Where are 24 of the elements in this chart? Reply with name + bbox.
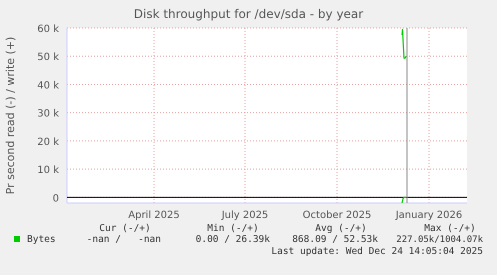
text: Max (-/+) [424,223,476,234]
text: 227.05k/1004.07k [396,235,484,245]
text: 0.00 / 26.39k [196,234,270,245]
text: -nan / -nan [86,234,161,245]
y-tick-label: 0 [52,193,59,204]
text: Cur (-/+) [99,223,151,234]
x-tick-label: April 2025 [128,210,180,221]
y-tick-label: 20 k [37,136,60,148]
text: Avg (-/+) [315,223,367,234]
x-tick-label: July 2025 [220,210,268,221]
y-tick-label: 10 k [37,165,60,176]
text: Last update: Wed Dec 24 14:05:04 2025 [271,246,483,257]
y-tick-label: 50 k [37,52,60,64]
x-tick-label: October 2025 [302,210,372,221]
y-tick-label: 40 k [37,80,60,92]
legend-label: Bytes [27,234,56,245]
y-tick-label: 60 k [37,24,60,35]
x-tick-label: January 2026 [394,210,462,221]
text: 868.09 / 52.53k [292,234,378,245]
line-series [401,28,407,59]
y-axis-title: Pr second read (-) / write (+) [4,36,17,194]
chart-title: Disk throughput for /dev/sda - by year [134,7,364,21]
text: Min (-/+) [207,223,259,234]
y-tick-label: 30 k [37,108,60,120]
